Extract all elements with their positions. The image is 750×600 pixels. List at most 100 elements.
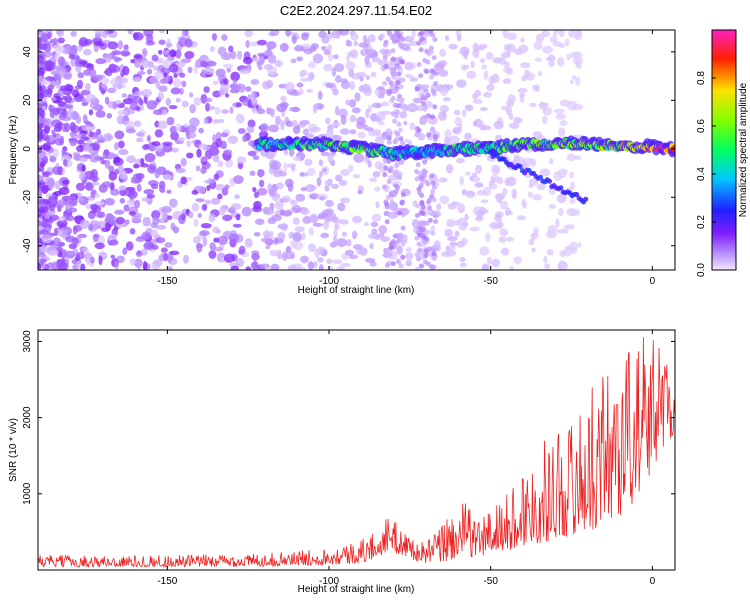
spectral-blob [548, 157, 554, 165]
spectral-blob [199, 230, 210, 237]
spectral-blob [132, 32, 144, 41]
spectral-blob [447, 236, 458, 242]
spectral-blob [72, 112, 80, 120]
spectral-blob [486, 256, 493, 265]
spectral-blob [403, 35, 415, 43]
spectral-blob [183, 123, 189, 128]
spectral-blob [217, 160, 224, 168]
ridge-branch-blob [558, 185, 564, 191]
spectral-blob [250, 79, 260, 85]
spectral-blob [89, 153, 100, 163]
ridge-branch-blob [517, 163, 523, 169]
spectral-blob [122, 65, 130, 76]
spectral-blob [464, 104, 474, 112]
spectral-blob [520, 62, 531, 69]
spectral-blob [420, 92, 426, 98]
spectral-blob [472, 98, 483, 104]
spectral-blob [44, 211, 51, 220]
spectral-blob [419, 176, 425, 182]
spectral-blob [48, 136, 55, 143]
spectral-blob [159, 188, 166, 194]
spectral-blob [346, 54, 351, 62]
spectral-blob [482, 186, 492, 196]
spectral-blob [166, 42, 173, 48]
spectral-blob [547, 54, 556, 62]
spectral-blob [557, 193, 567, 203]
spectral-blob [318, 30, 327, 39]
spectral-blob [357, 131, 366, 139]
spectral-blob [259, 263, 270, 269]
spectral-blob [96, 128, 102, 135]
spectral-blob [369, 242, 374, 250]
spectral-blob [54, 52, 61, 61]
spectral-blob [258, 179, 265, 188]
spectral-blob [232, 223, 242, 228]
spectral-blob [212, 119, 220, 124]
spectral-blob [517, 87, 528, 94]
spectral-blob [332, 134, 343, 141]
spectral-blob [394, 85, 400, 91]
spectral-blob [40, 109, 46, 119]
spectral-blob [438, 177, 448, 183]
spectral-blob [170, 147, 179, 153]
spectral-blob [42, 198, 53, 204]
spectral-blob [290, 91, 301, 97]
spectral-blob [90, 256, 95, 264]
spectral-blob [280, 121, 285, 131]
spectral-blob [58, 59, 67, 69]
spectral-blob [571, 75, 577, 80]
spectral-blob [559, 99, 571, 107]
spectral-blob [49, 214, 60, 221]
spectral-blob [296, 56, 303, 62]
spectral-blob [475, 164, 483, 174]
x-tick-label: 0 [650, 276, 656, 287]
spectral-blob [264, 207, 275, 216]
spectral-blob [249, 170, 256, 176]
spectral-blob [504, 61, 510, 70]
spectral-blob [88, 130, 94, 138]
spectral-blob [506, 67, 514, 75]
spectral-blob [331, 67, 337, 77]
spectral-blob [490, 221, 497, 230]
spectral-blob [213, 237, 220, 243]
spectral-blob [114, 130, 125, 140]
spectral-blob [368, 177, 378, 183]
spectral-blob [285, 30, 292, 37]
spectral-blob [416, 40, 422, 46]
spectral-blob [457, 203, 466, 214]
spectral-blob [169, 198, 178, 208]
spectral-blob [39, 245, 49, 254]
spectral-blob [50, 96, 57, 102]
spectral-blob [485, 51, 494, 60]
spectral-blob [456, 79, 467, 88]
colorbar-ticks: 0.0 0.2 0.4 0.6 0.8 [696, 71, 716, 277]
spectral-blob [191, 202, 200, 212]
spectral-blob [204, 97, 213, 103]
spectral-blob [133, 120, 142, 128]
spectral-blob [215, 183, 225, 191]
spectral-blob [444, 228, 453, 237]
spectral-blob [142, 260, 148, 270]
spectral-blob [78, 37, 89, 47]
spectral-blob [559, 120, 568, 126]
spectral-blob [446, 218, 455, 228]
spectral-blob [43, 50, 52, 58]
spectral-blob [284, 82, 295, 92]
spectral-blob [144, 152, 156, 163]
spectral-blob [304, 158, 313, 166]
spectral-blob [345, 239, 352, 247]
spectral-blob [455, 157, 465, 164]
spectral-blob [513, 256, 522, 265]
spectral-blob [129, 228, 136, 235]
spectral-blob [396, 103, 402, 109]
spectral-blob [415, 105, 426, 112]
spectral-blob [68, 243, 77, 250]
spectral-blob [294, 226, 305, 233]
spectral-blob [45, 152, 53, 157]
spectral-blob [338, 108, 348, 118]
spectral-blob [136, 183, 142, 192]
spectral-blob [415, 256, 421, 262]
spectral-blob [109, 64, 121, 73]
spectral-blob [65, 235, 76, 243]
spectral-blob [380, 33, 386, 39]
